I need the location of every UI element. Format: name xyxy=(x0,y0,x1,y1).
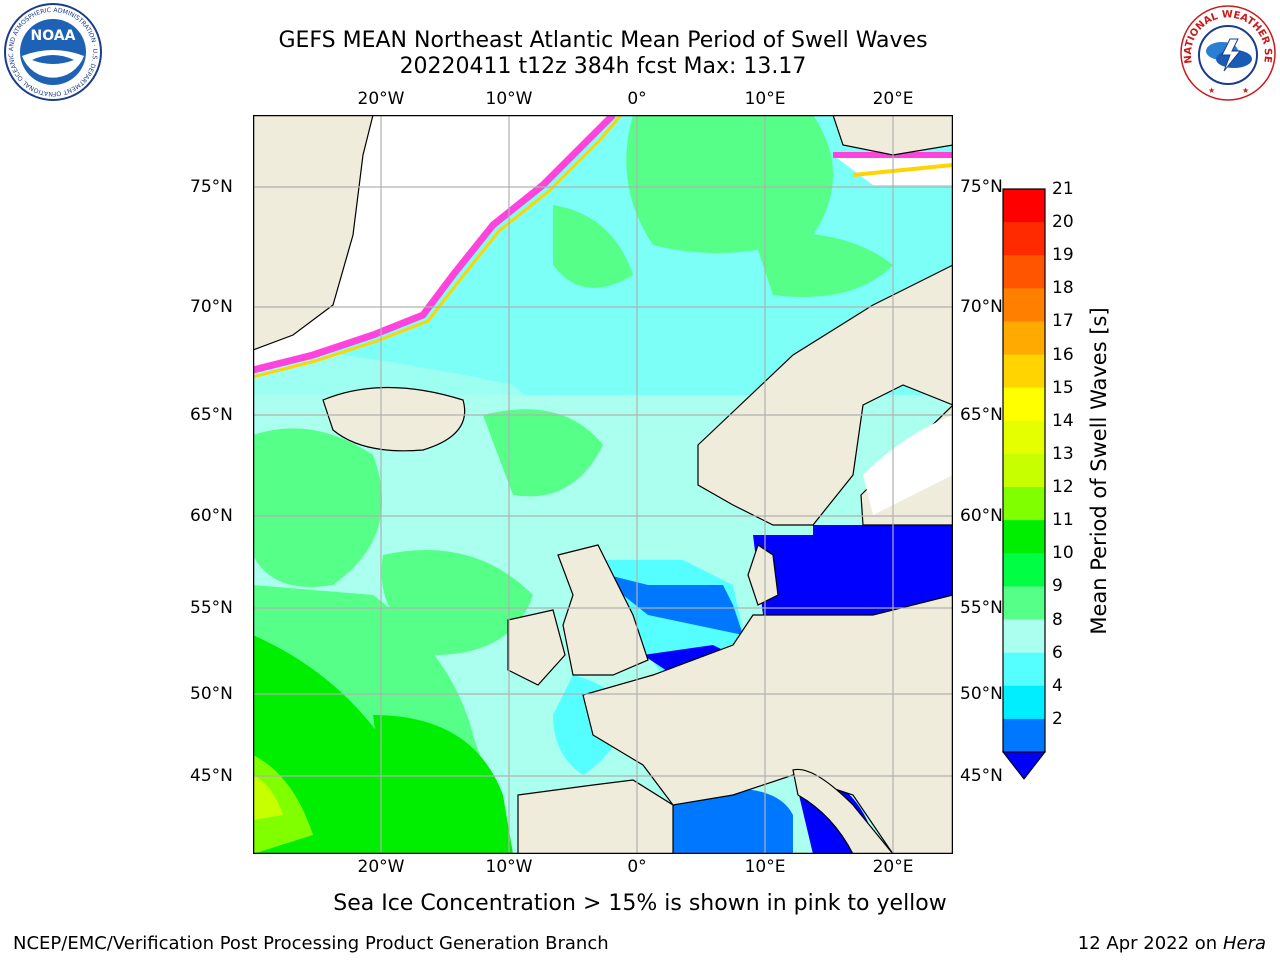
footer-date-text: 12 Apr 2022 on xyxy=(1077,933,1223,954)
lat-label-left: 55°N xyxy=(190,598,233,618)
colorbar xyxy=(1001,188,1047,780)
colorbar-tick-label: 6 xyxy=(1052,642,1063,663)
lat-label-left: 45°N xyxy=(190,766,233,786)
lon-label-top: 20°E xyxy=(872,89,914,109)
svg-text:★: ★ xyxy=(1242,86,1249,95)
colorbar-tick-label: 10 xyxy=(1052,543,1074,564)
lat-label-left: 60°N xyxy=(190,506,233,526)
noaa-logo: NATIONAL OCEANIC AND ATMOSPHERIC ADMINIS… xyxy=(2,2,102,101)
colorbar-tick-label: 19 xyxy=(1052,245,1074,266)
colorbar-tick-label: 2 xyxy=(1052,708,1063,729)
colorbar-swatch xyxy=(1003,189,1045,223)
footer-date: 12 Apr 2022 on Hera xyxy=(1078,933,1266,954)
iceland xyxy=(322,386,466,452)
greenland xyxy=(253,115,374,351)
colorbar-frame xyxy=(1002,188,1046,753)
swell-patch xyxy=(626,115,833,253)
nws-logo: NATIONAL WEATHER SERVICE ★ ★ xyxy=(1178,3,1276,101)
lat-label-right: 70°N xyxy=(960,297,1003,317)
lat-label-left: 75°N xyxy=(190,177,233,197)
colorbar-swatch xyxy=(1003,652,1045,687)
colorbar-tick-label: 14 xyxy=(1052,410,1074,431)
colorbar-swatch xyxy=(1003,718,1045,753)
chart-title: GEFS MEAN Northeast Atlantic Mean Period… xyxy=(278,28,928,53)
graticule xyxy=(253,115,953,854)
gulf-of-bothnia-ice xyxy=(863,415,953,515)
colorbar-swatch xyxy=(1003,321,1045,356)
colorbar-swatch xyxy=(1003,387,1045,422)
sea-ice-note: Sea Ice Concentration > 15% is shown in … xyxy=(333,891,947,916)
italy xyxy=(792,768,894,854)
colorbar-tick-label: 15 xyxy=(1052,377,1074,398)
colorbar-tick-label: 21 xyxy=(1052,179,1074,199)
chart-subtitle: 20220411 t12z 384h fcst Max: 13.17 xyxy=(399,54,807,79)
colorbar-label: Mean Period of Swell Waves [s] xyxy=(1087,307,1111,635)
colorbar-tick-label: 17 xyxy=(1052,311,1074,332)
ireland xyxy=(507,609,566,686)
lat-label-left: 65°N xyxy=(190,405,233,425)
noaa-logo-text: NOAA xyxy=(31,28,76,44)
colorbar-swatch xyxy=(1003,619,1045,654)
footer-credit: NCEP/EMC/Verification Post Processing Pr… xyxy=(13,933,609,954)
footer-host: Hera xyxy=(1222,933,1266,954)
lon-label-bottom: 20°W xyxy=(357,857,405,877)
lat-label-right: 55°N xyxy=(960,598,1003,618)
lat-label-right: 50°N xyxy=(960,684,1003,704)
colorbar-tick-label: 9 xyxy=(1052,576,1063,597)
colorbar-tick-label: 20 xyxy=(1052,212,1074,233)
colorbar-swatch xyxy=(1003,487,1045,521)
colorbar-tick-label: 12 xyxy=(1052,477,1074,498)
svg-text:★: ★ xyxy=(1208,86,1215,95)
sea-ice-edge xyxy=(253,115,616,374)
colorbar-swatch xyxy=(1003,255,1045,289)
lat-label-left: 70°N xyxy=(190,297,233,317)
lon-label-bottom: 10°E xyxy=(744,857,786,877)
lon-label-bottom: 20°E xyxy=(872,857,914,877)
colorbar-under-triangle xyxy=(1001,751,1047,780)
continental-europe xyxy=(582,594,953,854)
lon-label-top: 20°W xyxy=(357,89,405,109)
scandinavia xyxy=(697,264,953,526)
colorbar-swatch xyxy=(1003,453,1045,488)
colorbar-swatch xyxy=(1003,420,1045,455)
colorbar-swatch xyxy=(1003,520,1045,554)
iberia xyxy=(517,779,674,854)
colorbar-swatch xyxy=(1003,222,1045,256)
colorbar-tick-label: 11 xyxy=(1052,510,1074,531)
lat-label-right: 45°N xyxy=(960,766,1003,786)
colorbar-tick-label: 18 xyxy=(1052,278,1074,299)
lon-label-top: 10°E xyxy=(744,89,786,109)
lat-label-right: 75°N xyxy=(960,177,1003,197)
colorbar-swatch xyxy=(1003,553,1045,587)
lon-label-bottom: 10°W xyxy=(485,857,533,877)
lat-label-left: 50°N xyxy=(190,684,233,704)
swell-period-map xyxy=(253,115,953,854)
lon-label-bottom: 0° xyxy=(627,857,647,877)
colorbar-swatch xyxy=(1003,288,1045,322)
lon-label-top: 10°W xyxy=(485,89,533,109)
denmark xyxy=(747,544,779,606)
mediterranean xyxy=(673,788,793,854)
great-britain xyxy=(557,544,649,676)
colorbar-swatch xyxy=(1003,354,1045,389)
lon-label-top: 0° xyxy=(627,89,647,109)
lat-label-right: 60°N xyxy=(960,506,1003,526)
colorbar-swatch xyxy=(1003,685,1045,720)
colorbar-tick-label: 13 xyxy=(1052,443,1074,464)
colorbar-swatch xyxy=(1003,586,1045,621)
colorbar-tick-label: 4 xyxy=(1052,675,1063,696)
map-frame xyxy=(253,115,953,854)
colorbar-tick-label: 8 xyxy=(1052,609,1063,630)
lat-label-right: 65°N xyxy=(960,405,1003,425)
north-sea-shallow xyxy=(608,575,743,635)
colorbar-tick-label: 16 xyxy=(1052,344,1074,365)
